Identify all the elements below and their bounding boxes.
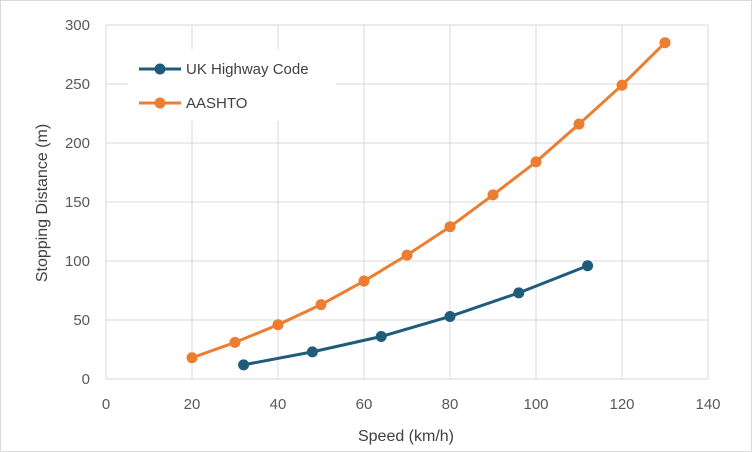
series-1-point xyxy=(573,118,585,130)
series-0-point xyxy=(582,260,594,272)
x-tick-label: 100 xyxy=(523,396,548,413)
y-tick-label: 200 xyxy=(65,135,90,152)
legend: UK Highway Code AASHTO xyxy=(128,49,336,121)
series-1-point xyxy=(444,221,456,233)
x-tick-label: 20 xyxy=(184,396,201,413)
series-1-point xyxy=(616,79,628,91)
legend-marker-aashto xyxy=(154,97,166,109)
series-0-point xyxy=(306,346,318,358)
x-tick-label: 60 xyxy=(356,396,373,413)
series-1-point xyxy=(659,37,671,49)
y-tick-label: 0 xyxy=(82,371,90,388)
x-tick-label: 80 xyxy=(442,396,459,413)
y-tick-label: 100 xyxy=(65,253,90,270)
y-axis-title: Stopping Distance (m) xyxy=(34,124,51,282)
series-1-point xyxy=(530,156,542,168)
series-1-point xyxy=(315,299,327,311)
x-tick-label: 140 xyxy=(695,396,720,413)
x-axis-title: Speed (km/h) xyxy=(358,428,454,445)
series-line-1 xyxy=(191,41,667,360)
x-tick-label: 0 xyxy=(102,396,110,413)
y-tick-label: 150 xyxy=(65,194,90,211)
series-0-point xyxy=(375,331,387,343)
y-tick-label: 250 xyxy=(65,76,90,93)
series-1-point xyxy=(272,319,284,331)
x-tick-label: 120 xyxy=(609,396,634,413)
series-0-point xyxy=(238,359,250,371)
series-0-point xyxy=(513,287,525,299)
series-line-0 xyxy=(243,264,589,367)
series-0-point xyxy=(444,310,456,322)
axis-ticks: 0 50 100 150 200 250 300 0 20 40 60 80 100 120 140 xyxy=(65,17,721,413)
y-tick-label: 50 xyxy=(73,312,90,329)
series-1-point xyxy=(358,275,370,287)
series-1-point xyxy=(229,336,241,348)
series-1-point xyxy=(401,249,413,261)
series-1-point xyxy=(487,189,499,201)
legend-label-aashto: AASHTO xyxy=(186,95,247,112)
series-1-point xyxy=(186,352,198,364)
legend-marker-uk xyxy=(154,63,166,75)
legend-label-uk: UK Highway Code xyxy=(186,61,309,78)
x-tick-label: 40 xyxy=(270,396,287,413)
series-plot-area xyxy=(186,37,671,371)
legend-background xyxy=(128,49,336,121)
y-tick-label: 300 xyxy=(65,17,90,34)
